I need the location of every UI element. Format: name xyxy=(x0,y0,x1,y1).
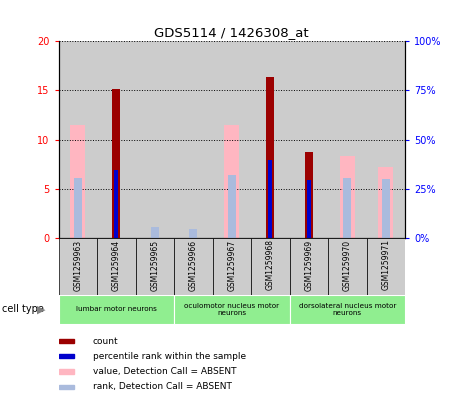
Bar xyxy=(58,295,174,324)
Bar xyxy=(378,167,393,238)
Bar xyxy=(268,160,272,238)
Text: oculomotor nucleus motor
neurons: oculomotor nucleus motor neurons xyxy=(184,303,279,316)
Bar xyxy=(266,77,274,238)
Bar xyxy=(228,175,236,238)
Bar xyxy=(58,238,97,295)
Bar xyxy=(366,41,405,238)
Bar xyxy=(97,41,135,238)
Bar xyxy=(212,41,251,238)
Bar xyxy=(58,385,74,389)
Bar xyxy=(174,41,212,238)
Bar xyxy=(289,41,328,238)
Text: GSM1259967: GSM1259967 xyxy=(227,239,236,290)
Bar xyxy=(135,238,174,295)
Bar xyxy=(366,238,405,295)
Bar xyxy=(189,229,197,238)
Text: dorsolateral nucleus motor
neurons: dorsolateral nucleus motor neurons xyxy=(298,303,396,316)
Bar xyxy=(328,238,366,295)
Bar xyxy=(112,89,121,238)
Bar xyxy=(74,178,81,238)
Text: lumbar motor neurons: lumbar motor neurons xyxy=(76,307,157,312)
Text: GSM1259965: GSM1259965 xyxy=(150,239,159,290)
Bar xyxy=(135,41,174,238)
Text: GSM1259971: GSM1259971 xyxy=(381,239,390,290)
Bar xyxy=(340,156,355,238)
Bar xyxy=(114,170,118,238)
Bar xyxy=(251,238,289,295)
Bar xyxy=(289,295,405,324)
Bar xyxy=(343,178,351,238)
Bar xyxy=(212,238,251,295)
Text: count: count xyxy=(93,336,118,345)
Text: GSM1259963: GSM1259963 xyxy=(73,239,82,290)
Bar xyxy=(58,354,74,358)
Bar xyxy=(174,238,212,295)
Text: rank, Detection Call = ABSENT: rank, Detection Call = ABSENT xyxy=(93,382,231,391)
Bar xyxy=(224,125,239,238)
Text: percentile rank within the sample: percentile rank within the sample xyxy=(93,352,246,361)
Bar xyxy=(289,238,328,295)
Bar xyxy=(328,41,366,238)
Bar xyxy=(97,238,135,295)
Text: GSM1259969: GSM1259969 xyxy=(304,239,313,290)
Text: cell type: cell type xyxy=(2,305,44,314)
Bar xyxy=(307,180,310,238)
Text: GSM1259970: GSM1259970 xyxy=(343,239,352,290)
Bar xyxy=(151,227,158,238)
Bar xyxy=(70,125,86,238)
Bar xyxy=(58,339,74,343)
Bar xyxy=(58,369,74,374)
Text: GSM1259964: GSM1259964 xyxy=(112,239,121,290)
Bar xyxy=(305,152,313,238)
Text: GSM1259968: GSM1259968 xyxy=(266,239,275,290)
Bar xyxy=(174,295,289,324)
Title: GDS5114 / 1426308_at: GDS5114 / 1426308_at xyxy=(154,26,309,39)
Bar xyxy=(251,41,289,238)
Text: ▶: ▶ xyxy=(37,305,45,314)
Text: value, Detection Call = ABSENT: value, Detection Call = ABSENT xyxy=(93,367,236,376)
Bar xyxy=(382,179,390,238)
Text: GSM1259966: GSM1259966 xyxy=(189,239,198,290)
Bar xyxy=(58,41,97,238)
